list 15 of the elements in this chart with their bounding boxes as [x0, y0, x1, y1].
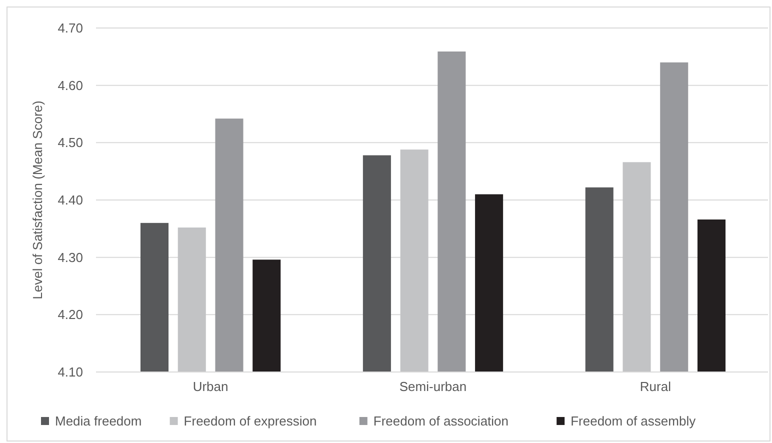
x-tick-label: Semi-urban	[399, 379, 467, 394]
y-tick-label: 4.40	[58, 192, 83, 208]
legend-label: Freedom of expression	[184, 414, 317, 429]
y-tick-label: 4.10	[58, 364, 83, 380]
y-tick-label: 4.60	[58, 78, 83, 93]
legend-label: Media freedom	[55, 414, 142, 429]
legend-label: Freedom of association	[373, 414, 509, 429]
legend-label: Freedom of assembly	[570, 414, 696, 429]
y-tick-label: 4.30	[58, 250, 83, 265]
y-tick-label: 4.70	[58, 20, 83, 36]
x-tick-label: Rural	[640, 379, 672, 394]
y-tick-label: 4.20	[58, 307, 83, 322]
y-axis-title: Level of Satisfaction (Mean Score)	[30, 100, 45, 300]
x-tick-label: Urban	[192, 379, 228, 394]
y-tick-label: 4.50	[58, 135, 83, 150]
